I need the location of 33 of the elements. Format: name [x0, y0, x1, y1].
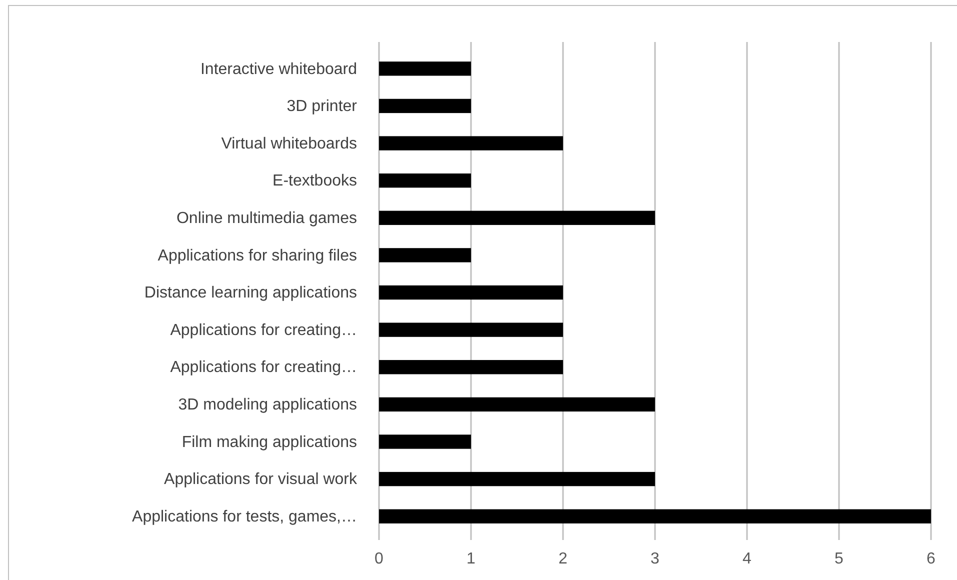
- y-tick-label: Applications for tests, games,…: [132, 508, 357, 526]
- x-tick-label: 0: [374, 550, 384, 568]
- bar: [379, 98, 471, 114]
- x-tick-label: 2: [558, 550, 568, 568]
- y-tick-label: Online multimedia games: [176, 210, 357, 228]
- y-tick-label: Applications for creating…: [170, 359, 357, 376]
- y-tick-label: Interactive whiteboard: [200, 60, 357, 78]
- y-tick-label: Distance learning applications: [144, 284, 357, 302]
- bar: [379, 509, 931, 524]
- y-tick-label: 3D modeling applications: [178, 396, 357, 414]
- bar: [379, 62, 471, 76]
- bar: [379, 136, 563, 150]
- x-tick-label: 1: [466, 550, 476, 568]
- bar: [379, 248, 471, 262]
- y-tick-label: E-textbooks: [272, 172, 357, 190]
- bar: [379, 360, 563, 374]
- y-tick-label: Applications for sharing files: [158, 247, 357, 264]
- x-tick-label: 4: [742, 550, 752, 568]
- x-tick-label: 5: [834, 550, 844, 568]
- bar: [379, 173, 471, 188]
- y-tick-label: Virtual whiteboards: [221, 135, 357, 152]
- bar: [379, 397, 655, 412]
- bar: [379, 210, 655, 225]
- y-tick-label: Applications for visual work: [164, 471, 358, 488]
- x-tick-label: 6: [926, 550, 936, 568]
- bar: [379, 322, 563, 337]
- x-tick-label: 3: [650, 550, 660, 568]
- bar: [379, 434, 471, 449]
- y-tick-label: Applications for creating…: [170, 322, 357, 339]
- y-tick-label: 3D printer: [286, 98, 358, 116]
- bar: [379, 285, 563, 300]
- bar: [379, 472, 655, 486]
- y-tick-label: Film making applications: [182, 434, 357, 451]
